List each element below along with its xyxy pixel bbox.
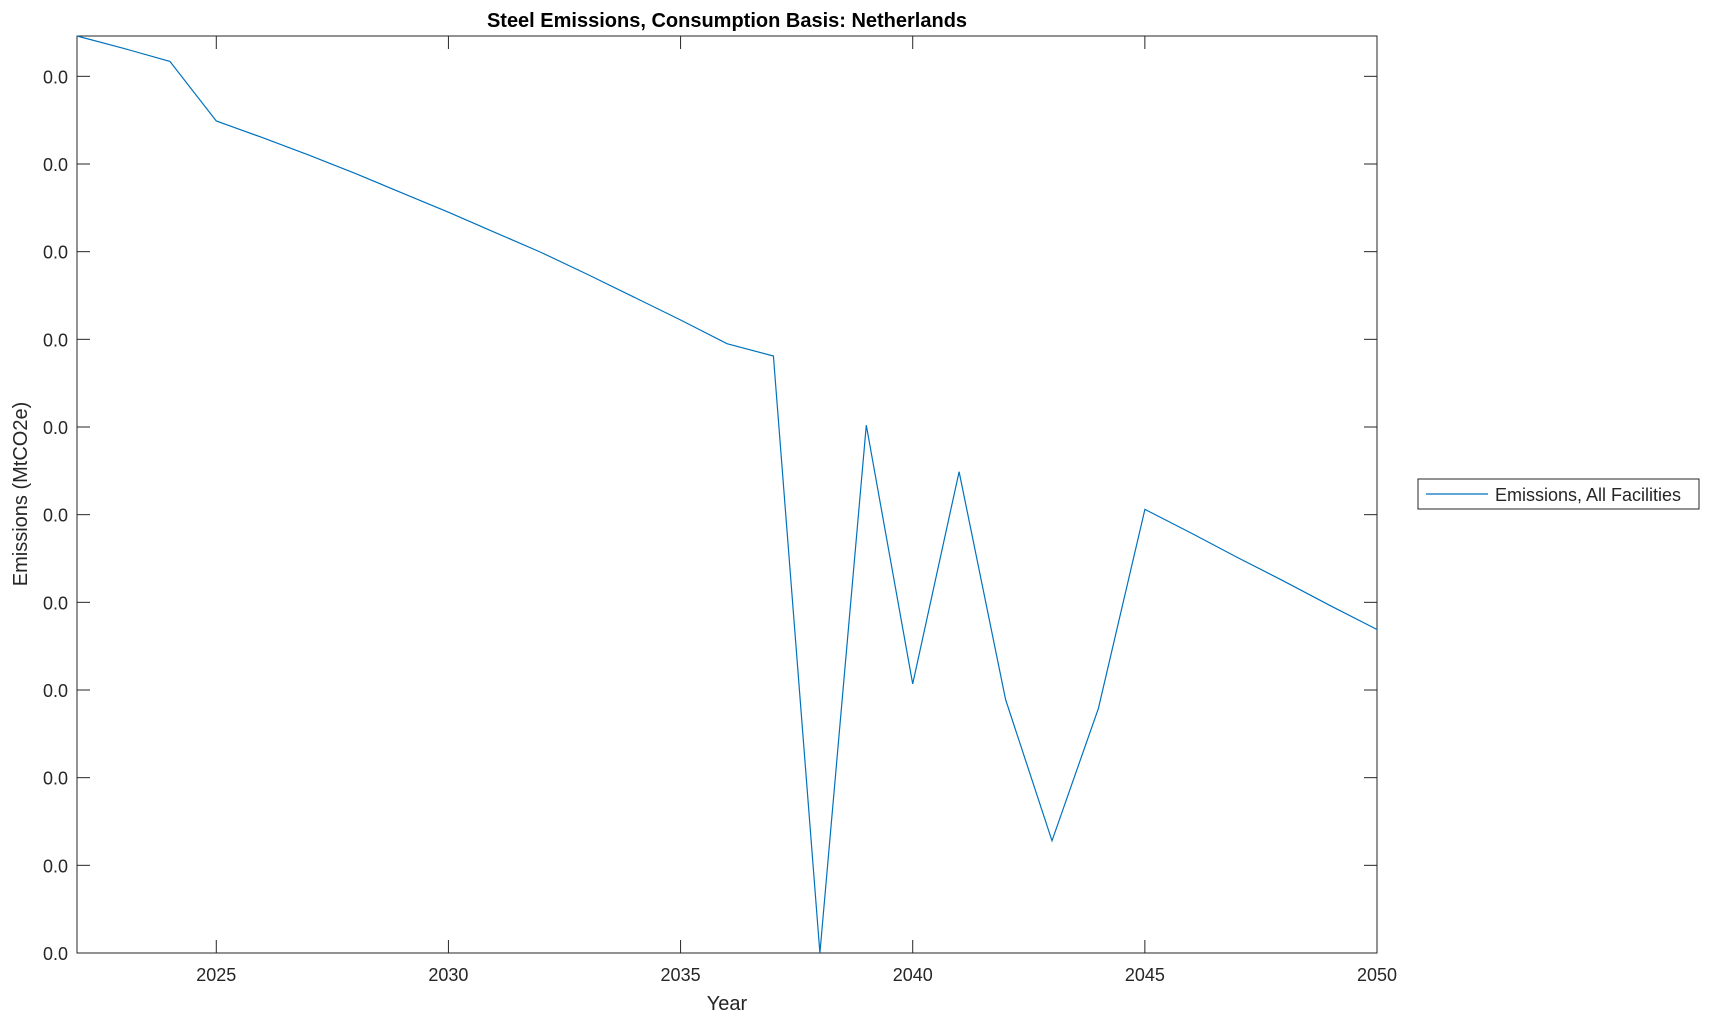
y-tick-label: 0.0: [43, 944, 68, 964]
y-tick-label: 0.0: [43, 243, 68, 263]
x-tick-label: 2025: [196, 965, 236, 985]
series-line-0: [76, 35, 1378, 954]
y-tick-label: 0.0: [43, 155, 68, 175]
y-tick-label: 0.0: [43, 681, 68, 701]
y-axis: 0.0 0.0 0.0 0.0 0.0 0.0 0.0 0.0 0.0 0.0 0.0: [43, 67, 1377, 964]
x-tick-label: 2030: [428, 965, 468, 985]
x-tick-label: 2035: [661, 965, 701, 985]
x-axis: 2025 2030 2035 2040 2045 2050: [196, 36, 1397, 985]
legend[interactable]: Emissions, All Facilities: [1417, 478, 1700, 510]
chart-title: Steel Emissions, Consumption Basis: Neth…: [487, 10, 967, 32]
y-tick-label: 0.0: [43, 856, 68, 876]
y-tick-label: 0.0: [43, 769, 68, 789]
plot-area: [76, 35, 1378, 954]
y-tick-label: 0.0: [43, 593, 68, 613]
y-axis-label: Emissions (MtCO2e): [10, 402, 32, 586]
y-tick-label: 0.0: [43, 506, 68, 526]
y-tick-label: 0.0: [43, 418, 68, 438]
legend-entry-label: Emissions, All Facilities: [1495, 485, 1681, 505]
series-group: [76, 35, 1378, 954]
y-tick-label: 0.0: [43, 330, 68, 350]
x-tick-label: 2050: [1357, 965, 1397, 985]
x-tick-label: 2040: [893, 965, 933, 985]
x-axis-label: Year: [707, 993, 748, 1015]
y-tick-label: 0.0: [43, 67, 68, 87]
x-tick-label: 2045: [1125, 965, 1165, 985]
